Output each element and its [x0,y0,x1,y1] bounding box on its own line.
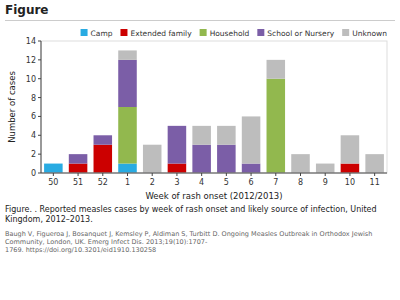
legend-swatch [342,29,349,36]
bar-segment [143,145,162,173]
x-tick [251,173,252,176]
y-tick-label: 12 [26,56,36,65]
x-tick-label: 11 [370,178,380,187]
y-tick-label: 8 [31,94,36,103]
legend-swatch [81,29,88,36]
bar-segment [242,116,261,163]
bar-segment [118,60,137,107]
x-tick-label: 2 [150,178,155,187]
legend: Camp Extended family Household School or Nu… [81,29,388,38]
y-tick-label: 14 [26,37,36,46]
bar-segment [44,163,63,164]
bar-segment [365,154,384,173]
y-tick [38,41,41,42]
y-tick [38,173,41,174]
bar-segment [316,164,335,173]
bar-segment [118,50,137,59]
y-tick [38,116,41,117]
x-tick [201,173,202,176]
bar-segment [94,135,113,136]
bar-segment [267,79,286,173]
x-tick [275,173,276,176]
bar-segment [118,164,137,173]
bar-segment [69,154,88,155]
title: Figure [5,3,395,18]
legend-label: Camp [91,29,113,38]
y-tick [38,97,41,98]
x-tick [78,173,79,176]
bar-segment [44,164,63,173]
bar-segment [341,135,360,163]
x-tick-label: 4 [199,178,204,187]
x-tick [300,173,301,176]
bar-segment [168,125,187,126]
bar-segment [69,154,88,163]
bar-segment [192,145,211,173]
legend-swatch [257,29,264,36]
x-tick-label: 10 [345,178,355,187]
bar-segment [44,163,63,164]
x-tick-label: 52 [98,178,108,187]
y-tick [38,154,41,155]
bar-segment [168,164,187,173]
y-axis-label: Number of cases [7,71,17,143]
bar-segment [44,163,63,164]
x-tick-label: 50 [48,178,58,187]
bar-segment [118,107,137,164]
x-tick [102,173,103,176]
y-tick-label: 4 [31,131,36,140]
x-tick [152,173,153,176]
legend-label: Household [210,29,250,38]
x-tick-label: 3 [174,178,179,187]
bar-segment [291,154,310,173]
x-tick-label: 6 [249,178,254,187]
bar-segment [192,126,211,145]
x-axis-label: Week of rash onset (2012/2013) [145,191,282,201]
bar-segment [242,164,261,173]
bar-segment [69,164,88,173]
x-tick [374,173,375,176]
y-tick [38,59,41,60]
x-tick [176,173,177,176]
y-axis [41,41,42,173]
bar-segment [217,145,236,173]
x-tick [349,173,350,176]
x-tick [325,173,326,176]
page: Figure 024681012145051521234567891011Wee… [0,0,400,300]
bar-segment [44,163,63,164]
x-tick-label: 8 [298,178,303,187]
y-tick-label: 6 [31,112,36,121]
caption: Figure. . Reported measles cases by week… [5,205,395,225]
footnote: Baugh V, Figueroa J, Bosanquet J, Kemsle… [5,230,395,254]
bar-segment [217,126,236,145]
x-axis [41,173,387,174]
title-rule [5,20,395,21]
y-tick [38,78,41,79]
legend-swatch [200,29,207,36]
bar-segment [341,164,360,173]
y-tick-label: 10 [26,75,36,84]
legend-label: School or Nursery [267,29,334,38]
bar-segment [168,126,187,164]
bar-segment [94,145,113,173]
x-tick-label: 5 [224,178,229,187]
x-tick-label: 7 [273,178,278,187]
bars [44,50,384,173]
y-tick-label: 0 [31,169,36,178]
x-tick-label: 1 [125,178,130,187]
legend-swatch [120,29,127,36]
legend-label: Extended family [130,29,192,38]
y-tick [38,135,41,136]
y-tick-label: 2 [31,150,36,159]
plot-frame [41,41,387,173]
x-tick [127,173,128,176]
x-tick-label: 51 [73,178,83,187]
bar-segment [267,60,286,79]
bar-segment [94,135,113,144]
x-tick [226,173,227,176]
x-tick-label: 9 [323,178,328,187]
chart: 024681012145051521234567891011Week of ra… [5,21,395,203]
legend-label: Unknown [352,29,387,38]
x-tick [53,173,54,176]
